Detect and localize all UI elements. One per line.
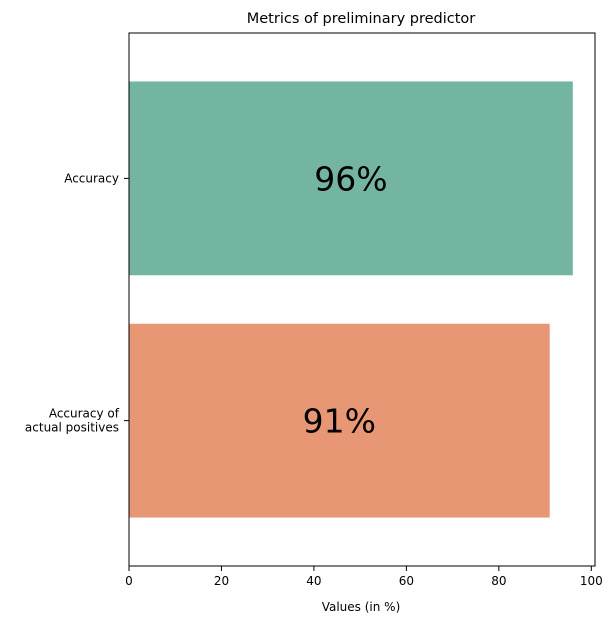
y-tick-label: Accuracy of actual positives	[25, 407, 120, 435]
y-ticks-layer: Accuracy Accuracy of actual positives	[25, 171, 129, 435]
bar-labels-layer: 96% 91%	[303, 159, 388, 440]
axes-layer	[128, 32, 596, 567]
x-ticks-layer: 0 20 40 60 80 100	[125, 566, 603, 588]
x-tick-label: 40	[306, 574, 321, 588]
bar	[129, 323, 550, 518]
plot-frame	[128, 32, 596, 567]
bars-layer	[129, 81, 573, 518]
x-tick-label: 100	[580, 574, 603, 588]
x-tick-label: 80	[491, 574, 506, 588]
y-tick-label: Accuracy	[64, 171, 119, 185]
chart-title: Metrics of preliminary predictor	[247, 11, 476, 27]
x-axis-label: Values (in %)	[322, 600, 401, 614]
x-tick-label: 0	[125, 574, 133, 588]
x-tick-label: 60	[399, 574, 414, 588]
x-tick-label: 20	[214, 574, 229, 588]
bar	[129, 81, 573, 276]
bar-value-label: 91%	[303, 402, 376, 441]
bar-value-label: 96%	[314, 159, 387, 198]
